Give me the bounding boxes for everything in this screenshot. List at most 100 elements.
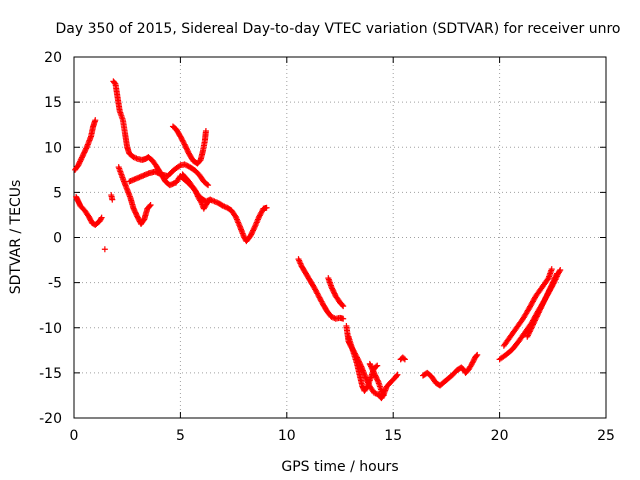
data-point — [394, 371, 401, 378]
data-point — [101, 246, 108, 253]
data-point — [538, 302, 545, 309]
data-point — [531, 317, 538, 324]
y-tick-label: -15 — [39, 366, 62, 382]
data-point — [474, 351, 481, 358]
data-point — [533, 314, 540, 321]
data-point — [548, 266, 555, 273]
data-point — [374, 362, 381, 369]
data-point — [541, 297, 548, 304]
y-tick-label: 0 — [53, 231, 62, 247]
data-point — [547, 283, 554, 290]
data-point — [251, 224, 258, 231]
data-point — [109, 196, 116, 203]
y-tick-labels: 20 15 10 5 0 -5 -10 -15 -20 — [39, 50, 62, 427]
data-point — [527, 327, 534, 334]
data-point — [528, 325, 535, 332]
plot-frame — [73, 56, 607, 419]
data-point — [184, 162, 191, 169]
data-point — [544, 291, 551, 298]
data-point — [98, 214, 105, 221]
data-point — [526, 328, 533, 335]
data-point — [340, 303, 347, 310]
chart-title: Day 350 of 2015, Sidereal Day-to-day VTE… — [56, 21, 621, 37]
data-points — [72, 78, 564, 402]
data-point — [202, 128, 209, 135]
data-point — [528, 324, 535, 331]
x-tick-labels: 0 5 10 15 20 25 — [70, 428, 615, 444]
data-point — [83, 145, 90, 152]
data-point — [537, 305, 544, 312]
data-point — [263, 204, 270, 211]
data-point — [207, 196, 214, 203]
data-point — [363, 384, 370, 391]
data-point — [204, 181, 210, 188]
data-point — [380, 392, 387, 399]
data-point — [339, 302, 346, 309]
data-point — [530, 321, 537, 328]
data-point — [531, 318, 538, 325]
data-point — [401, 356, 408, 363]
data-point — [473, 352, 480, 359]
data-point — [525, 331, 532, 338]
data-point — [534, 312, 541, 319]
data-point — [147, 202, 154, 209]
data-point — [146, 202, 153, 209]
data-point — [546, 286, 553, 293]
data-point — [553, 271, 560, 278]
data-point — [197, 198, 204, 205]
data-point — [97, 215, 104, 222]
x-axis-label: GPS time / hours — [281, 459, 398, 475]
data-point — [539, 301, 546, 308]
data-point — [545, 289, 552, 296]
y-tick-label: 5 — [53, 185, 62, 201]
data-point — [205, 182, 212, 189]
data-point — [537, 306, 544, 313]
x-tick-label: 10 — [278, 428, 296, 444]
data-point — [542, 294, 549, 301]
data-point — [526, 329, 533, 336]
data-point — [180, 140, 187, 147]
data-point — [548, 282, 555, 289]
grid-lines — [74, 57, 606, 418]
data-point — [547, 285, 554, 292]
data-point — [545, 287, 552, 294]
data-point — [181, 161, 188, 168]
y-tick-label: 15 — [44, 95, 62, 111]
data-point — [535, 309, 542, 316]
y-tick-label: 20 — [44, 50, 62, 66]
data-point — [536, 308, 543, 315]
y-axis-label: SDTVAR / TECUs — [8, 180, 24, 295]
y-tick-label: 10 — [44, 140, 62, 156]
data-point — [524, 333, 531, 340]
data-point — [554, 270, 561, 277]
y-tick-label: -20 — [39, 411, 62, 427]
data-point — [538, 303, 545, 310]
y-tick-label: -5 — [48, 276, 62, 292]
data-point — [393, 372, 400, 379]
data-point — [540, 299, 547, 306]
data-point — [529, 322, 536, 329]
data-point — [92, 117, 99, 124]
data-point — [544, 290, 551, 297]
x-tick-label: 5 — [176, 428, 185, 444]
data-point — [540, 298, 547, 305]
data-point — [400, 355, 407, 362]
data-point — [524, 332, 531, 339]
data-point — [206, 197, 213, 204]
data-point — [543, 293, 550, 300]
data-point — [530, 320, 537, 327]
data-point — [535, 310, 542, 317]
x-tick-label: 0 — [70, 428, 79, 444]
data-point — [374, 377, 381, 384]
x-tick-label: 25 — [597, 428, 615, 444]
y-tick-label: -10 — [39, 321, 62, 337]
data-point — [373, 363, 380, 370]
x-tick-label: 15 — [384, 428, 402, 444]
data-point — [340, 315, 347, 322]
data-point — [176, 163, 183, 170]
data-point — [542, 295, 549, 302]
data-point — [182, 162, 189, 169]
data-point — [557, 266, 564, 273]
data-point — [549, 280, 556, 287]
